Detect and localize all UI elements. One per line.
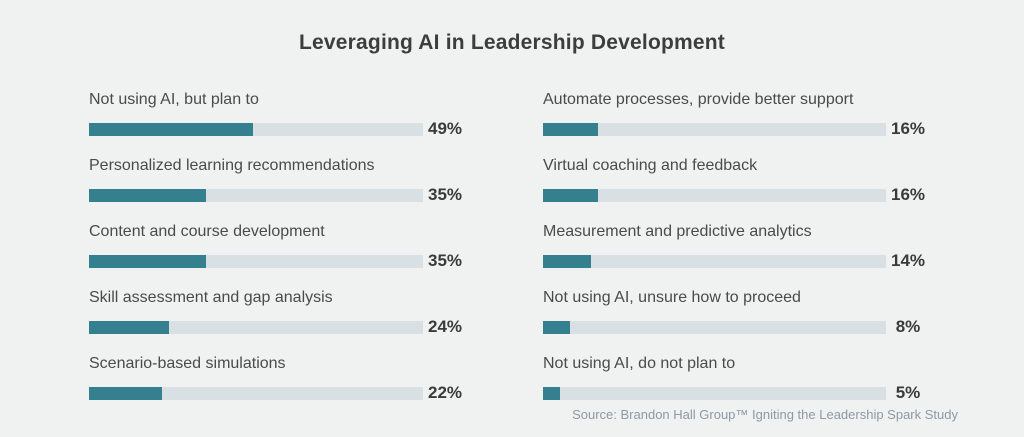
bar-line: 16% [543, 119, 930, 139]
bar-label: Not using AI, but plan to [89, 91, 259, 108]
bar-label: Personalized learning recommendations [89, 157, 375, 174]
bar-line: 14% [543, 251, 930, 271]
bar-fill [89, 320, 170, 334]
bar-value: 35% [427, 251, 463, 270]
bar-value: 22% [427, 383, 463, 402]
bar-value: 16% [890, 185, 926, 204]
bar-fill [89, 386, 163, 400]
bar-row: Not using AI, do not plan to 5% [543, 355, 930, 403]
bar-fill [543, 122, 598, 136]
bar-line: 16% [543, 185, 930, 205]
bar-line: 49% [89, 119, 467, 139]
bar-value: 8% [895, 317, 921, 336]
bar-row: Measurement and predictive analytics 14% [543, 223, 930, 271]
source-attribution: Source: Brandon Hall Group™ Igniting the… [572, 407, 958, 422]
bar-track [89, 320, 423, 334]
bar-label: Measurement and predictive analytics [543, 223, 812, 240]
bar-line: 5% [543, 383, 930, 403]
bar-fill [89, 254, 206, 268]
bar-label: Not using AI, do not plan to [543, 355, 736, 372]
bar-track [89, 122, 423, 136]
bar-value: 49% [427, 119, 463, 138]
bar-label: Scenario-based simulations [89, 355, 286, 372]
bar-value: 14% [890, 251, 926, 270]
bar-fill [543, 254, 592, 268]
bar-fill [543, 320, 571, 334]
bar-line: 35% [89, 185, 467, 205]
bar-chart: Not using AI, but plan to 49% Personaliz… [89, 91, 930, 421]
bar-line: 35% [89, 251, 467, 271]
bar-track [543, 122, 886, 136]
bar-line: 8% [543, 317, 930, 337]
bar-column-1: Not using AI, but plan to 49% Personaliz… [89, 91, 467, 421]
bar-track [543, 254, 886, 268]
bar-label: Automate processes, provide better suppo… [543, 91, 854, 108]
bar-row: Personalized learning recommendations 35… [89, 157, 467, 205]
bar-row: Scenario-based simulations 22% [89, 355, 467, 403]
bar-fill [89, 188, 206, 202]
bar-fill [543, 188, 598, 202]
bar-row: Not using AI, unsure how to proceed 8% [543, 289, 930, 337]
bar-label: Virtual coaching and feedback [543, 157, 758, 174]
bar-row: Not using AI, but plan to 49% [89, 91, 467, 139]
bar-track [543, 386, 886, 400]
bar-row: Content and course development 35% [89, 223, 467, 271]
bar-fill [543, 386, 561, 400]
bar-label: Skill assessment and gap analysis [89, 289, 333, 306]
bar-row: Virtual coaching and feedback 16% [543, 157, 930, 205]
bar-track [89, 386, 423, 400]
bar-label: Not using AI, unsure how to proceed [543, 289, 801, 306]
bar-row: Automate processes, provide better suppo… [543, 91, 930, 139]
bar-value: 16% [890, 119, 926, 138]
bar-label: Content and course development [89, 223, 325, 240]
bar-value: 5% [895, 383, 921, 402]
bar-track [543, 188, 886, 202]
bar-line: 24% [89, 317, 467, 337]
bar-line: 22% [89, 383, 467, 403]
bar-column-2: Automate processes, provide better suppo… [543, 91, 930, 421]
bar-value: 35% [427, 185, 463, 204]
bar-fill [89, 122, 253, 136]
bar-row: Skill assessment and gap analysis 24% [89, 289, 467, 337]
chart-title: Leveraging AI in Leadership Development [299, 31, 725, 54]
bar-track [89, 254, 423, 268]
bar-track [543, 320, 886, 334]
bar-value: 24% [427, 317, 463, 336]
bar-track [89, 188, 423, 202]
